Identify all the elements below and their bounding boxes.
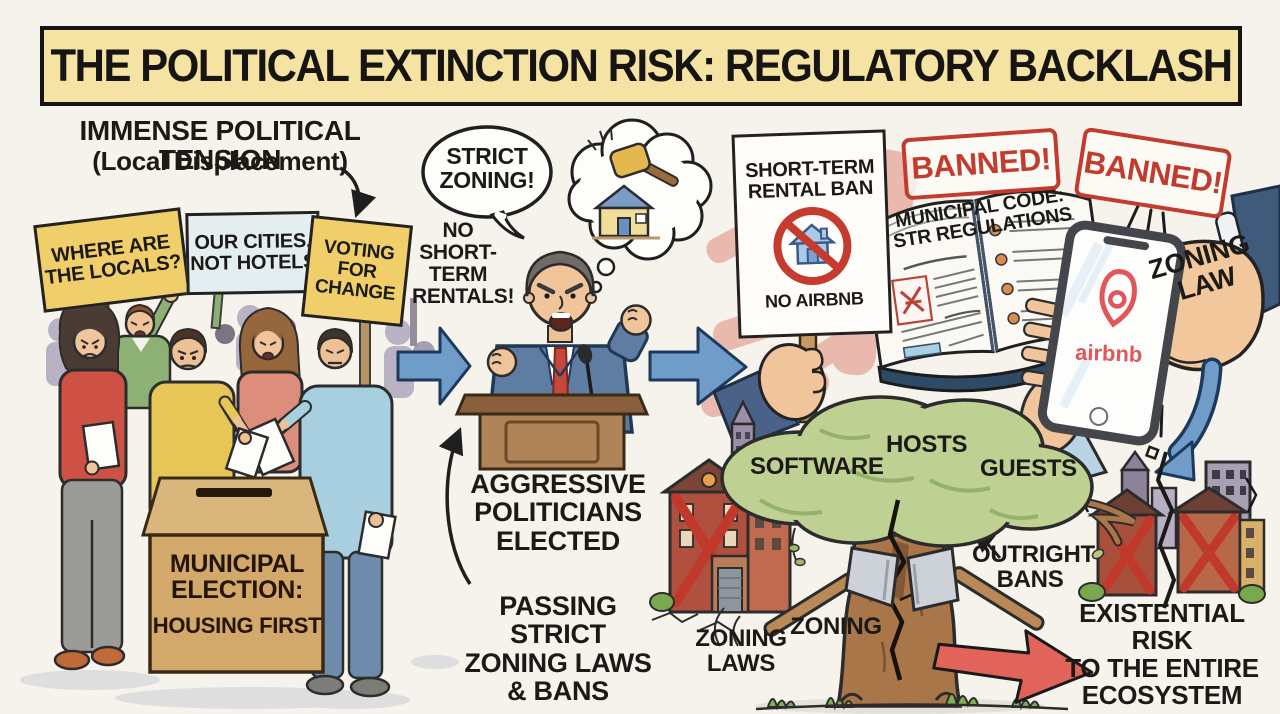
no-str-note: NO SHORT- TERM RENTALS! — [412, 219, 515, 309]
axe-label-zoning: ZONING — [790, 613, 882, 640]
phone-home-button — [1087, 405, 1110, 428]
ban-sign-heading: SHORT-TERM RENTAL BAN — [744, 155, 875, 203]
tree-branch-hosts: HOSTS — [886, 431, 968, 458]
ban-sign-footer: NO AIRBNB — [764, 287, 864, 312]
tree-branch-software: SOFTWARE — [750, 453, 884, 480]
house-icon — [592, 184, 660, 240]
banned-stamp-1: BANNED! — [901, 127, 1061, 201]
municipal-code-book — [860, 189, 1115, 393]
gavel-icon — [587, 128, 679, 187]
caption-aggressive-politicians: AGGRESSIVE POLITICIANS ELECTED — [470, 469, 646, 556]
speech-bubble-text: STRICT ZONING! — [439, 143, 535, 194]
title-banner: THE POLITICAL EXTINCTION RISK: REGULATOR… — [40, 26, 1242, 106]
ballot-box-subtitle: HOUSING FIRST — [152, 613, 322, 638]
protester-red-shirt-woman — [53, 298, 128, 671]
tree-branch-guests: GUESTS — [980, 455, 1077, 482]
axe-right-icon — [906, 546, 1045, 631]
protest-sign-text: OUR CITIES, NOT HOTELS — [190, 229, 317, 276]
thought-bubble — [567, 118, 713, 294]
ecosystem-tree — [720, 395, 1137, 708]
str-ban-sign: SHORT-TERM RENTAL BAN NO AIRBNB — [731, 129, 893, 339]
left-heading: IMMENSE POLITICAL TENSION — [79, 115, 361, 176]
protester-blue-shirt-man — [242, 327, 397, 698]
prohibition-house-icon — [773, 206, 852, 285]
protest-sign-where-are-the-locals: WHERE ARE THE LOCALS? — [33, 207, 191, 313]
protest-sign-voting-for-change: VOTING FOR CHANGE — [300, 214, 414, 328]
speech-bubble-shape — [421, 125, 553, 240]
airbnb-belo-icon — [1099, 269, 1137, 328]
ballot-box — [140, 476, 330, 674]
airbnb-wordmark: airbnb — [1074, 339, 1143, 367]
collapse-arrow — [1154, 357, 1223, 482]
flow-arrow-1 — [396, 326, 472, 406]
ballot-box-title: MUNICIPAL ELECTION: — [169, 550, 305, 605]
axe-left-icon — [713, 546, 900, 647]
axe-label-outright-bans: OUTRIGHT BANS — [972, 541, 1095, 594]
left-subheading: (Local Displacement) — [92, 146, 348, 176]
risk-caption: EXISTENTIAL RISK TO THE ENTIRE ECOSYSTEM — [1065, 598, 1259, 710]
politician — [454, 250, 652, 471]
protest-sign-text: VOTING FOR CHANGE — [313, 236, 397, 306]
airbnb-phone: airbnb — [1035, 217, 1189, 449]
protest-sign-text: WHERE ARE THE LOCALS? — [44, 230, 183, 290]
risk-arrow — [932, 629, 1094, 704]
protest-sign-our-cities: OUR CITIES, NOT HOTELS — [185, 210, 321, 296]
page-title: THE POLITICAL EXTINCTION RISK: REGULATOR… — [50, 40, 1233, 91]
flow-arrow-2 — [648, 326, 748, 406]
axe-label-zoning-laws: ZONING LAWS — [695, 625, 787, 678]
caption-passing-laws: PASSING STRICT ZONING LAWS & BANS — [464, 591, 652, 707]
